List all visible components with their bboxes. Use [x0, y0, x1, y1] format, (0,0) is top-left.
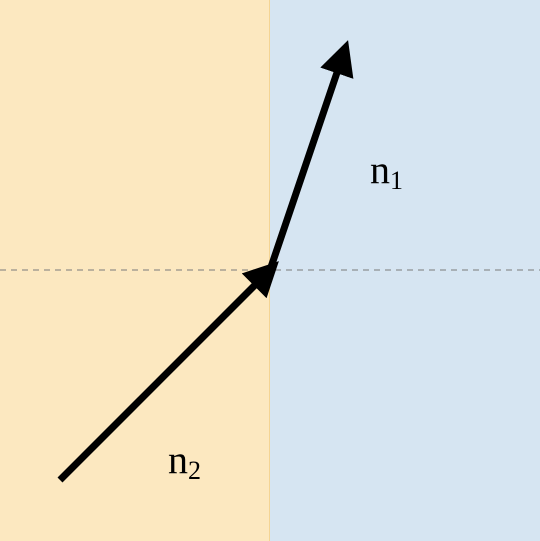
refraction-diagram: n1 n2 — [0, 0, 540, 541]
label-n1-sub: 1 — [390, 166, 403, 195]
label-n1-base: n — [370, 147, 390, 192]
label-n2-sub: 2 — [188, 456, 201, 485]
medium-right-region — [270, 0, 540, 541]
label-n2-base: n — [168, 437, 188, 482]
medium-left-region — [0, 0, 270, 541]
label-n2: n2 — [168, 440, 201, 480]
label-n1: n1 — [370, 150, 403, 190]
